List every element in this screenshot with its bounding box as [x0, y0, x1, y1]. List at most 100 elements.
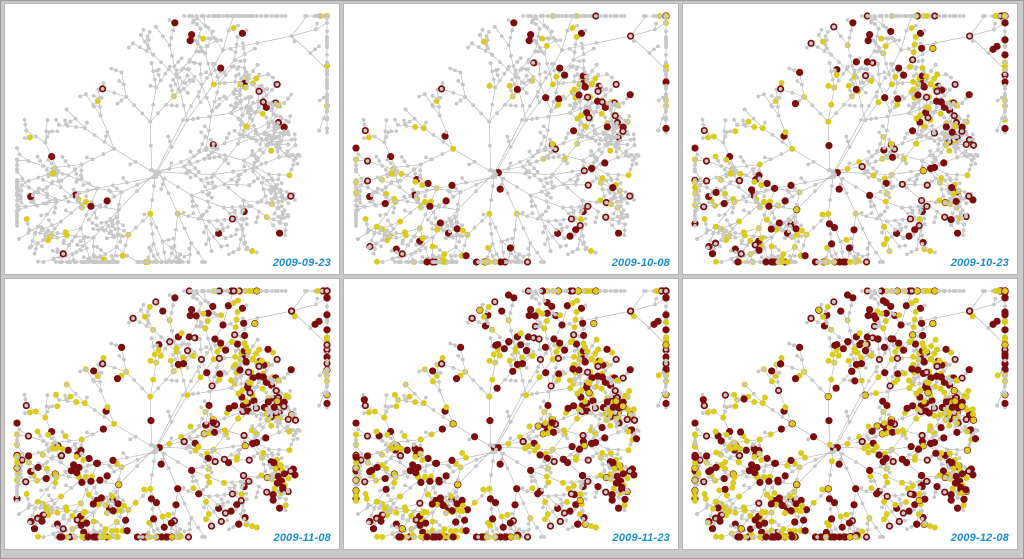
network-node: [266, 125, 271, 129]
network-node: [271, 196, 276, 201]
network-node: [254, 14, 259, 18]
network-node: [135, 182, 140, 187]
network-node: [236, 72, 241, 77]
network-node: [206, 181, 211, 186]
network-node: [91, 244, 96, 249]
network-edge: [104, 141, 115, 150]
network-node: [317, 98, 322, 103]
network-node: [207, 114, 212, 119]
network-node: [202, 156, 207, 161]
network-node: [292, 132, 297, 137]
network-edge: [411, 245, 423, 255]
network-node: [40, 177, 45, 182]
network-node: [239, 76, 244, 81]
network-node: [325, 80, 329, 84]
network-node: [94, 223, 99, 228]
network-node: [35, 241, 40, 246]
network-node: [222, 182, 227, 187]
network-node: [325, 109, 329, 114]
network-node: [179, 160, 183, 164]
network-node: [121, 176, 126, 180]
network-node: [189, 241, 194, 245]
network-node: [288, 114, 293, 118]
network-node: [277, 220, 282, 224]
network-edge: [291, 29, 316, 37]
network-edge: [149, 121, 152, 146]
network-graph: [352, 12, 670, 266]
network-edge: [563, 136, 583, 144]
network-node: [266, 72, 270, 77]
network-node: [191, 117, 195, 121]
network-node: [27, 227, 32, 232]
network-node: [82, 126, 87, 130]
network-edge: [552, 236, 561, 247]
network-node: [153, 24, 158, 29]
network-node: [239, 106, 244, 111]
network-node: [283, 233, 288, 238]
network-node: [222, 158, 227, 163]
network-node: [293, 198, 297, 202]
network-node: [196, 116, 200, 121]
network-node: [15, 191, 19, 195]
infected-node-yellow: [82, 198, 89, 205]
network-node: [173, 82, 178, 87]
network-node: [63, 118, 67, 123]
infected-node-red: [275, 229, 284, 237]
network-edge: [310, 52, 328, 71]
network-node: [213, 184, 218, 189]
network-edge: [552, 174, 568, 188]
network-node: [116, 226, 121, 231]
network-node: [231, 14, 236, 18]
network-node: [271, 223, 276, 228]
network-node: [94, 186, 99, 191]
network-node: [103, 252, 108, 257]
network-edge: [522, 105, 527, 121]
network-node: [119, 70, 124, 75]
network-node: [206, 237, 211, 241]
network-node: [170, 53, 174, 58]
network-node: [123, 243, 128, 248]
network-node: [196, 216, 201, 221]
network-edge: [228, 15, 234, 31]
network-node: [119, 98, 124, 103]
network-node: [279, 116, 284, 121]
network-node: [280, 199, 284, 204]
network-node: [86, 260, 90, 264]
network-edge: [405, 109, 415, 119]
network-node: [276, 214, 281, 219]
network-node: [246, 204, 251, 209]
network-node: [222, 205, 226, 210]
network-node: [15, 185, 19, 190]
network-edge: [116, 234, 118, 248]
network-node: [41, 260, 46, 264]
network-edge: [439, 206, 458, 210]
network-node: [243, 14, 248, 18]
network-node: [73, 116, 78, 121]
network-node: [163, 71, 168, 76]
network-node: [68, 119, 73, 124]
network-node: [132, 103, 137, 108]
network-node: [19, 188, 24, 193]
network-node: [118, 239, 123, 244]
network-node: [187, 169, 192, 173]
network-node: [209, 137, 213, 142]
network-node: [53, 205, 58, 210]
network-node: [50, 248, 55, 253]
network-node: [172, 244, 177, 248]
network-node: [192, 75, 197, 79]
network-node: [165, 260, 170, 264]
network-node: [122, 228, 126, 233]
network-edge: [421, 237, 433, 247]
network-edge: [114, 92, 127, 98]
network-node: [107, 260, 112, 264]
network-node: [240, 113, 245, 118]
network-node: [143, 39, 147, 44]
network-edge: [573, 53, 584, 61]
network-node: [174, 260, 179, 264]
network-node: [244, 85, 249, 89]
network-node: [226, 28, 231, 33]
network-edge: [85, 94, 94, 106]
network-node: [15, 157, 19, 162]
network-node: [92, 210, 97, 215]
network-node: [245, 110, 250, 115]
